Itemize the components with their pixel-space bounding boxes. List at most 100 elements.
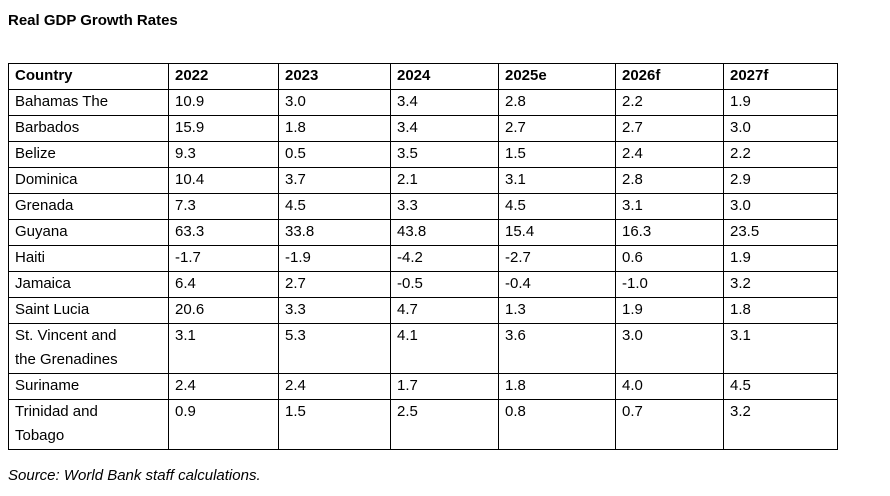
value-cell: 43.8 <box>390 219 499 246</box>
country-cell: Barbados <box>8 115 169 142</box>
value-cell: 3.7 <box>278 167 391 194</box>
value-cell: 2.7 <box>615 115 724 142</box>
country-cell: Bahamas The <box>8 89 169 116</box>
value-cell: 3.0 <box>723 115 838 142</box>
table-row: Barbados 15.9 1.8 3.4 2.7 2.7 3.0 <box>8 115 838 142</box>
value-cell: 3.1 <box>168 323 279 374</box>
value-cell: 3.2 <box>723 399 838 450</box>
value-cell: 63.3 <box>168 219 279 246</box>
value-cell: -2.7 <box>498 245 616 272</box>
table-row: Belize 9.3 0.5 3.5 1.5 2.4 2.2 <box>8 141 838 168</box>
country-cell: Haiti <box>8 245 169 272</box>
country-cell: Suriname <box>8 373 169 400</box>
table-body: Bahamas The 10.9 3.0 3.4 2.8 2.2 1.9 Barbados 15… <box>8 89 838 450</box>
value-cell: 1.3 <box>498 297 616 324</box>
column-header-2027f: 2027f <box>723 63 838 90</box>
value-cell: -1.9 <box>278 245 391 272</box>
column-header-2024: 2024 <box>390 63 499 90</box>
value-cell: 2.2 <box>723 141 838 168</box>
value-cell: 2.2 <box>615 89 724 116</box>
value-cell: 10.9 <box>168 89 279 116</box>
value-cell: 2.9 <box>723 167 838 194</box>
value-cell: 1.5 <box>498 141 616 168</box>
value-cell: 7.3 <box>168 193 279 220</box>
value-cell: 1.5 <box>278 399 391 450</box>
value-cell: 15.9 <box>168 115 279 142</box>
column-header-2022: 2022 <box>168 63 279 90</box>
table-row: Saint Lucia 20.6 3.3 4.7 1.3 1.9 1.8 <box>8 297 838 324</box>
value-cell: -1.7 <box>168 245 279 272</box>
value-cell: 1.8 <box>498 373 616 400</box>
value-cell: -4.2 <box>390 245 499 272</box>
column-header-country: Country <box>8 63 169 90</box>
country-cell: St. Vincent and the Grenadines <box>8 323 169 374</box>
value-cell: 20.6 <box>168 297 279 324</box>
value-cell: 10.4 <box>168 167 279 194</box>
value-cell: -1.0 <box>615 271 724 298</box>
table-row: Bahamas The 10.9 3.0 3.4 2.8 2.2 1.9 <box>8 89 838 116</box>
value-cell: 1.9 <box>723 89 838 116</box>
column-header-2023: 2023 <box>278 63 391 90</box>
value-cell: 4.5 <box>723 373 838 400</box>
value-cell: 1.9 <box>615 297 724 324</box>
source-note: Source: World Bank staff calculations. <box>8 467 261 484</box>
value-cell: 4.5 <box>498 193 616 220</box>
value-cell: 6.4 <box>168 271 279 298</box>
value-cell: 0.8 <box>498 399 616 450</box>
value-cell: 23.5 <box>723 219 838 246</box>
value-cell: 2.4 <box>278 373 391 400</box>
country-cell: Trinidad and Tobago <box>8 399 169 450</box>
table-row: Jamaica 6.4 2.7 -0.5 -0.4 -1.0 3.2 <box>8 271 838 298</box>
table-row: Grenada 7.3 4.5 3.3 4.5 3.1 3.0 <box>8 193 838 220</box>
value-cell: 33.8 <box>278 219 391 246</box>
value-cell: 0.5 <box>278 141 391 168</box>
value-cell: 3.0 <box>278 89 391 116</box>
value-cell: 3.6 <box>498 323 616 374</box>
column-header-2026f: 2026f <box>615 63 724 90</box>
country-cell: Grenada <box>8 193 169 220</box>
value-cell: -0.4 <box>498 271 616 298</box>
value-cell: 2.1 <box>390 167 499 194</box>
value-cell: 3.1 <box>498 167 616 194</box>
table-row: Dominica 10.4 3.7 2.1 3.1 2.8 2.9 <box>8 167 838 194</box>
column-header-2025e: 2025e <box>498 63 616 90</box>
country-cell: Belize <box>8 141 169 168</box>
value-cell: 1.8 <box>278 115 391 142</box>
value-cell: 15.4 <box>498 219 616 246</box>
value-cell: 2.8 <box>498 89 616 116</box>
value-cell: 4.0 <box>615 373 724 400</box>
value-cell: 2.8 <box>615 167 724 194</box>
table-row: Trinidad and Tobago 0.9 1.5 2.5 0.8 0.7 3.2 <box>8 399 838 450</box>
value-cell: 3.4 <box>390 89 499 116</box>
value-cell: 4.1 <box>390 323 499 374</box>
value-cell: 3.3 <box>390 193 499 220</box>
value-cell: 16.3 <box>615 219 724 246</box>
value-cell: 0.7 <box>615 399 724 450</box>
country-cell: Guyana <box>8 219 169 246</box>
value-cell: 1.9 <box>723 245 838 272</box>
value-cell: 4.7 <box>390 297 499 324</box>
value-cell: 3.4 <box>390 115 499 142</box>
table-row: Suriname 2.4 2.4 1.7 1.8 4.0 4.5 <box>8 373 838 400</box>
value-cell: 2.7 <box>498 115 616 142</box>
value-cell: 3.2 <box>723 271 838 298</box>
value-cell: 2.7 <box>278 271 391 298</box>
table-row: St. Vincent and the Grenadines 3.1 5.3 4.1 3… <box>8 323 838 374</box>
country-cell: Jamaica <box>8 271 169 298</box>
country-cell: Dominica <box>8 167 169 194</box>
table-row: Haiti -1.7 -1.9 -4.2 -2.7 0.6 1.9 <box>8 245 838 272</box>
value-cell: 5.3 <box>278 323 391 374</box>
value-cell: 0.9 <box>168 399 279 450</box>
value-cell: 3.1 <box>723 323 838 374</box>
value-cell: 2.4 <box>168 373 279 400</box>
value-cell: 3.1 <box>615 193 724 220</box>
value-cell: 2.4 <box>615 141 724 168</box>
table-header-row: Country 2022 2023 2024 2025e 2026f 2027f <box>8 63 838 90</box>
value-cell: 3.3 <box>278 297 391 324</box>
value-cell: -0.5 <box>390 271 499 298</box>
value-cell: 0.6 <box>615 245 724 272</box>
value-cell: 2.5 <box>390 399 499 450</box>
value-cell: 1.8 <box>723 297 838 324</box>
value-cell: 1.7 <box>390 373 499 400</box>
